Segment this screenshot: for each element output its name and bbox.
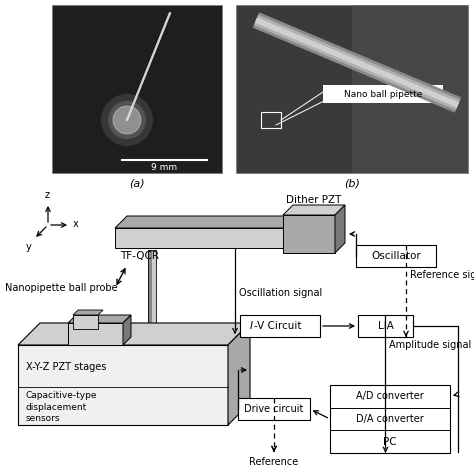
Text: (b): (b) — [344, 178, 360, 188]
Text: I: I — [250, 321, 253, 331]
Text: x: x — [73, 219, 79, 229]
FancyBboxPatch shape — [238, 398, 310, 420]
Text: Reference: Reference — [249, 457, 299, 467]
Polygon shape — [68, 315, 131, 323]
Text: Drive circuit: Drive circuit — [244, 404, 304, 414]
Text: Nano ball pipette: Nano ball pipette — [344, 90, 422, 99]
FancyBboxPatch shape — [236, 5, 468, 173]
Text: -V Circuit: -V Circuit — [254, 321, 301, 331]
FancyBboxPatch shape — [152, 250, 156, 325]
FancyBboxPatch shape — [52, 5, 222, 173]
Text: Oscillator: Oscillator — [371, 251, 421, 261]
Polygon shape — [73, 310, 103, 315]
Text: PC: PC — [383, 437, 397, 447]
Text: Reference signal: Reference signal — [410, 270, 474, 280]
Polygon shape — [283, 205, 345, 215]
Text: Capacitive-type
displacement
sensors: Capacitive-type displacement sensors — [26, 392, 98, 423]
Text: Oscillation signal: Oscillation signal — [239, 288, 322, 298]
FancyBboxPatch shape — [352, 5, 468, 173]
Text: Amplitude signal: Amplitude signal — [390, 340, 472, 350]
Ellipse shape — [113, 106, 141, 134]
Text: Dither PZT: Dither PZT — [286, 195, 342, 205]
Polygon shape — [300, 216, 312, 248]
Polygon shape — [115, 216, 312, 228]
Text: LIA: LIA — [378, 321, 393, 331]
Text: A/D converter: A/D converter — [356, 392, 424, 401]
FancyBboxPatch shape — [283, 215, 335, 253]
Text: D/A converter: D/A converter — [356, 414, 424, 424]
Text: Nanopipette ball probe: Nanopipette ball probe — [5, 283, 118, 293]
Polygon shape — [18, 323, 250, 345]
Ellipse shape — [146, 331, 152, 337]
FancyBboxPatch shape — [356, 245, 436, 267]
FancyBboxPatch shape — [330, 385, 450, 453]
FancyBboxPatch shape — [18, 345, 228, 425]
FancyBboxPatch shape — [323, 85, 443, 103]
FancyBboxPatch shape — [68, 323, 123, 345]
Polygon shape — [228, 323, 250, 425]
FancyBboxPatch shape — [73, 315, 98, 329]
Text: X-Y-Z PZT stages: X-Y-Z PZT stages — [26, 362, 106, 372]
Text: y: y — [25, 242, 31, 252]
FancyBboxPatch shape — [358, 315, 413, 337]
Ellipse shape — [101, 94, 153, 146]
Text: TF-QCR: TF-QCR — [120, 251, 159, 261]
Polygon shape — [123, 315, 131, 345]
Text: z: z — [45, 190, 49, 200]
Text: (a): (a) — [129, 178, 145, 188]
Ellipse shape — [108, 101, 146, 139]
FancyBboxPatch shape — [115, 228, 300, 248]
Text: 9 mm: 9 mm — [151, 163, 178, 172]
Polygon shape — [335, 205, 345, 253]
FancyBboxPatch shape — [240, 315, 320, 337]
FancyBboxPatch shape — [148, 250, 152, 325]
Ellipse shape — [144, 329, 160, 345]
